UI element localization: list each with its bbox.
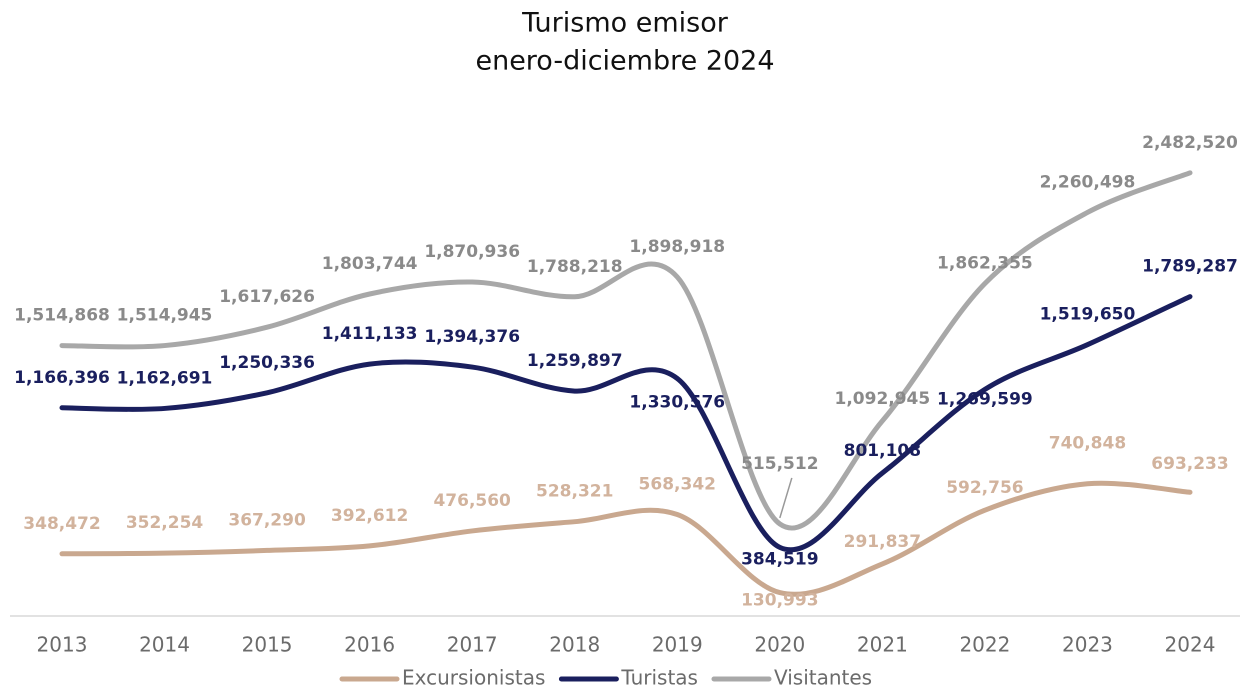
data-label: 1,803,744 — [322, 254, 418, 274]
data-label: 693,233 — [1151, 454, 1228, 474]
x-tick-label: 2018 — [549, 633, 600, 657]
legend-label: Turistas — [620, 666, 698, 690]
data-label: 2,482,520 — [1142, 133, 1238, 153]
data-label: 515,512 — [741, 454, 818, 474]
data-label: 392,612 — [331, 506, 408, 526]
x-tick-label: 2017 — [447, 633, 498, 657]
data-label: 1,250,336 — [219, 353, 315, 373]
data-label: 1,411,133 — [322, 324, 418, 344]
data-label: 291,837 — [844, 532, 921, 552]
data-label: 130,993 — [741, 591, 818, 611]
data-label: 1,870,936 — [424, 242, 520, 262]
x-tick-label: 2020 — [754, 633, 805, 657]
data-label: 1,394,376 — [424, 327, 520, 347]
series-line — [59, 294, 1193, 553]
x-tick-label: 2022 — [959, 633, 1010, 657]
data-label: 1,162,691 — [117, 368, 213, 388]
data-label: 568,342 — [639, 475, 716, 495]
x-tick-label: 2016 — [344, 633, 395, 657]
data-label: 1,788,218 — [527, 257, 623, 277]
data-label: 1,514,945 — [117, 306, 213, 326]
data-label: 1,898,918 — [629, 237, 725, 257]
data-label: 1,789,287 — [1142, 257, 1238, 277]
data-label: 1,514,868 — [14, 306, 110, 326]
data-label: 348,472 — [23, 514, 100, 534]
x-tick-label: 2013 — [37, 633, 88, 657]
series-line — [59, 480, 1193, 597]
x-tick-label: 2023 — [1062, 633, 1113, 657]
data-label: 1,519,650 — [1040, 305, 1136, 325]
data-label: 1,617,626 — [219, 287, 315, 307]
x-tick-label: 2014 — [139, 633, 190, 657]
x-tick-label: 2021 — [857, 633, 908, 657]
x-tick-label: 2024 — [1165, 633, 1216, 657]
data-label: 2,260,498 — [1040, 172, 1136, 192]
data-label: 1,862,355 — [937, 254, 1033, 274]
x-tick-label: 2015 — [242, 633, 293, 657]
data-label: 384,519 — [741, 549, 818, 569]
data-label: 801,108 — [844, 441, 921, 461]
chart-title: Turismo emisor — [521, 8, 729, 39]
leader-line — [779, 477, 793, 519]
data-label: 1,092,945 — [835, 389, 931, 409]
x-tick-label: 2019 — [652, 633, 703, 657]
legend-label: Excursionistas — [402, 666, 545, 690]
chart-subtitle: enero-diciembre 2024 — [475, 46, 774, 77]
data-label: 1,166,396 — [14, 368, 110, 388]
data-label: 528,321 — [536, 482, 613, 502]
data-label: 476,560 — [433, 491, 511, 511]
data-label: 740,848 — [1049, 434, 1126, 454]
data-label: 592,756 — [946, 478, 1023, 498]
data-label: 352,254 — [126, 513, 204, 533]
data-label: 1,259,897 — [527, 351, 623, 371]
data-label: 1,330,576 — [629, 392, 725, 412]
legend-label: Visitantes — [774, 666, 872, 690]
series-line — [59, 170, 1193, 531]
data-label: 367,290 — [228, 510, 306, 530]
data-label: 1,269,599 — [937, 389, 1033, 409]
